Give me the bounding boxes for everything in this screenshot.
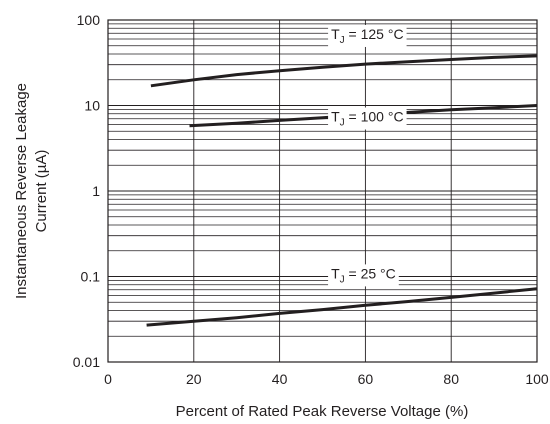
series-label-background bbox=[328, 107, 407, 130]
series-label-1: TJ = 100 °C bbox=[328, 107, 407, 130]
y-tick-label: 100 bbox=[77, 12, 101, 28]
y-axis-title: Instantaneous Reverse Leakage Current (µ… bbox=[13, 83, 50, 299]
series-labels: TJ = 125 °CTJ = 100 °CTJ = 25 °C bbox=[328, 24, 407, 287]
y-axis-title-line-2: Current (µA) bbox=[33, 150, 50, 233]
series-label-subscript: J bbox=[340, 274, 345, 285]
series-label-text: TJ = 25 °C bbox=[331, 265, 396, 285]
series-label-main: T bbox=[331, 265, 340, 281]
series-label-0: TJ = 125 °C bbox=[328, 24, 407, 47]
y-tick-label: 10 bbox=[84, 98, 100, 114]
plot-area-frame bbox=[107, 19, 538, 363]
series-label-text: TJ = 125 °C bbox=[331, 26, 403, 46]
x-tick-labels: 0 20 40 60 80 100 bbox=[104, 371, 549, 387]
y-tick-label: 1 bbox=[92, 183, 100, 199]
x-tick-label: 40 bbox=[272, 371, 288, 387]
x-tick-label: 0 bbox=[104, 371, 112, 387]
series-label-main: T bbox=[331, 108, 340, 124]
x-tick-label: 80 bbox=[443, 371, 459, 387]
series-label-rest: = 125 °C bbox=[345, 26, 404, 42]
series-label-background bbox=[328, 24, 407, 47]
series-label-2: TJ = 25 °C bbox=[328, 264, 399, 287]
series-label-main: T bbox=[331, 26, 340, 42]
x-axis-title: Percent of Rated Peak Reverse Voltage (%… bbox=[176, 403, 469, 420]
y-tick-labels: 0.01 0.1 1 10 100 bbox=[73, 12, 100, 370]
x-tick-label: 100 bbox=[525, 371, 549, 387]
y-tick-label: 0.1 bbox=[81, 269, 101, 285]
series-label-subscript: J bbox=[340, 117, 345, 128]
grid-lines bbox=[107, 19, 538, 363]
x-tick-label: 60 bbox=[358, 371, 374, 387]
series-label-background bbox=[328, 264, 399, 287]
series-label-subscript: J bbox=[340, 35, 345, 46]
series-label-text: TJ = 100 °C bbox=[331, 108, 403, 128]
y-axis-title-line-1: Instantaneous Reverse Leakage bbox=[13, 83, 30, 299]
series-line-2 bbox=[146, 287, 538, 327]
x-tick-label: 20 bbox=[186, 371, 202, 387]
series-line-0 bbox=[150, 54, 538, 88]
y-tick-label: 0.01 bbox=[73, 354, 100, 370]
series-label-rest: = 100 °C bbox=[345, 108, 404, 124]
series-label-rest: = 25 °C bbox=[345, 265, 396, 281]
